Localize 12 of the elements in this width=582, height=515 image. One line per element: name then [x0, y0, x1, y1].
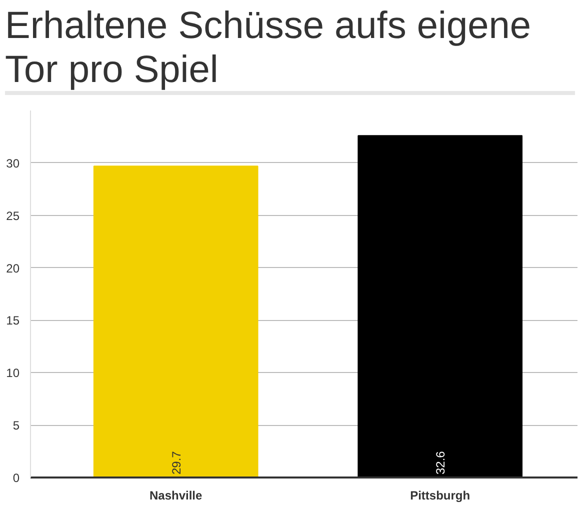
y-tick-label: 25: [6, 208, 20, 223]
x-tick-label: Pittsburgh: [410, 488, 470, 502]
chart-title: Erhaltene Schüsse aufs eigene Tor pro Spiel: [5, 5, 575, 92]
y-tick-label: 10: [6, 366, 20, 380]
x-tick-label: Nashville: [149, 488, 203, 502]
data-label: 32.6: [434, 450, 448, 474]
y-tick-label: 0: [12, 471, 20, 485]
data-label: 29.7: [169, 450, 184, 474]
y-tick-label: 5: [12, 418, 20, 433]
y-tick-label: 20: [6, 261, 20, 276]
y-tick-label: 15: [6, 314, 20, 328]
y-tick-label: 30: [6, 156, 20, 170]
